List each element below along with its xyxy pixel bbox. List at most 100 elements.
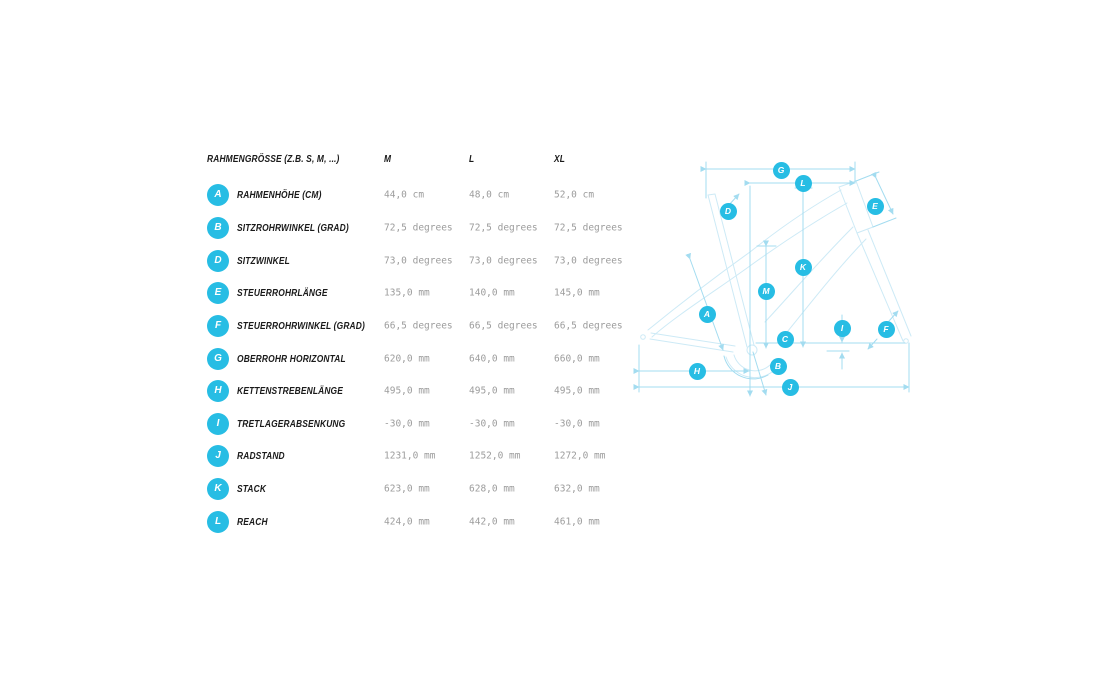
row-label: SITZWINKEL [237, 254, 290, 267]
row-letter: I [216, 417, 220, 429]
row-label: RADSTAND [237, 450, 285, 463]
row-label: STEUERROHRWINKEL (GRAD) [237, 319, 365, 332]
row-label: REACH [237, 515, 268, 528]
table-row: I TRETLAGERABSENKUNG -30,0 mm -30,0 mm -… [207, 407, 627, 440]
row-value-m: 73,0 degrees [384, 255, 453, 267]
table-row: E STEUERROHRLÄNGE 135,0 mm 140,0 mm 145,… [207, 277, 627, 310]
row-value-xl: 495,0 mm [554, 385, 600, 397]
diagram-letter-badge: B [769, 357, 787, 375]
row-value-m: 623,0 mm [384, 483, 430, 495]
diagram-letter-badge: D [719, 202, 737, 220]
diagram-letter: K [799, 261, 807, 272]
table-row: G OBERROHR HORIZONTAL 620,0 mm 640,0 mm … [207, 342, 627, 375]
table-row: J RADSTAND 1231,0 mm 1252,0 mm 1272,0 mm [207, 440, 627, 473]
table-row: B SITZROHRWINKEL (GRAD) 72,5 degrees 72,… [207, 212, 627, 245]
row-letter-badge: F [207, 314, 229, 337]
row-value-xl: 632,0 mm [554, 483, 600, 495]
row-value-m: 66,5 degrees [384, 320, 453, 332]
diagram-letter: J [787, 381, 793, 392]
row-letter: F [214, 319, 222, 331]
row-value-m: 135,0 mm [384, 287, 430, 299]
row-value-l: 495,0 mm [469, 385, 515, 397]
column-header-l: L [469, 153, 475, 165]
row-letter: E [214, 287, 222, 299]
row-value-m: 620,0 mm [384, 353, 430, 365]
diagram-letter-badge: F [877, 320, 895, 338]
row-value-l: 72,5 degrees [469, 222, 538, 234]
row-value-xl: 1272,0 mm [554, 450, 606, 462]
row-label: RAHMENHÖHE (CM) [237, 189, 322, 202]
row-value-m: 72,5 degrees [384, 222, 453, 234]
row-value-l: -30,0 mm [469, 418, 515, 430]
row-letter-badge: E [207, 282, 229, 305]
row-value-l: 628,0 mm [469, 483, 515, 495]
table-row: D SITZWINKEL 73,0 degrees 73,0 degrees 7… [207, 244, 627, 277]
diagram-letter: G [777, 164, 785, 175]
row-value-xl: 660,0 mm [554, 353, 600, 365]
diagram-markers: G L D E K M A C I F B H J [625, 148, 920, 400]
row-value-m: 44,0 cm [384, 189, 425, 201]
row-label: STEUERROHRLÄNGE [237, 287, 328, 300]
diagram-letter: B [774, 360, 782, 371]
row-value-m: 424,0 mm [384, 516, 430, 528]
row-value-xl: 72,5 degrees [554, 222, 623, 234]
table-header: RAHMENGRÖSSE (Z.B. S, M, ...) M L XL [207, 150, 627, 179]
row-letter-badge: J [207, 445, 229, 468]
row-value-l: 442,0 mm [469, 516, 515, 528]
row-letter-badge: I [207, 412, 229, 435]
row-letter: H [214, 385, 222, 397]
diagram-letter: C [781, 333, 789, 344]
row-letter-badge: G [207, 347, 229, 370]
row-letter-badge: A [207, 184, 229, 207]
row-value-xl: 73,0 degrees [554, 255, 623, 267]
row-value-xl: 52,0 cm [554, 189, 595, 201]
diagram-letter-badge: I [833, 319, 851, 337]
diagram-letter-badge: M [757, 282, 775, 300]
frame-geometry-diagram: G L D E K M A C I F B H J [625, 148, 920, 400]
table-row: F STEUERROHRWINKEL (GRAD) 66,5 degrees 6… [207, 310, 627, 343]
column-header-m: M [384, 153, 392, 165]
row-value-xl: -30,0 mm [554, 418, 600, 430]
column-header-xl: XL [554, 153, 566, 165]
row-letter: B [214, 221, 222, 233]
diagram-letter: F [883, 323, 889, 334]
row-letter: J [215, 450, 221, 462]
diagram-letter-badge: K [794, 258, 812, 276]
diagram-letter: I [840, 322, 844, 333]
row-value-l: 1252,0 mm [469, 450, 521, 462]
row-value-m: -30,0 mm [384, 418, 430, 430]
row-value-l: 66,5 degrees [469, 320, 538, 332]
diagram-letter: A [703, 308, 711, 319]
table-row: H KETTENSTREBENLÄNGE 495,0 mm 495,0 mm 4… [207, 375, 627, 408]
row-letter-badge: D [207, 249, 229, 272]
table-row: L REACH 424,0 mm 442,0 mm 461,0 mm [207, 505, 627, 538]
row-letter: G [214, 352, 222, 364]
row-label: KETTENSTREBENLÄNGE [237, 385, 344, 398]
diagram-letter-badge: E [866, 197, 884, 215]
diagram-letter-badge: J [781, 378, 799, 396]
frame-geometry-table: RAHMENGRÖSSE (Z.B. S, M, ...) M L XL A R… [207, 150, 627, 550]
row-letter-badge: H [207, 380, 229, 403]
row-letter: L [214, 515, 222, 527]
row-label: STACK [237, 483, 267, 496]
diagram-letter-badge: H [688, 362, 706, 380]
table-row: A RAHMENHÖHE (CM) 44,0 cm 48,0 cm 52,0 c… [207, 179, 627, 212]
row-letter: K [214, 483, 222, 495]
diagram-letter: M [762, 285, 770, 296]
row-value-l: 73,0 degrees [469, 255, 538, 267]
row-label: TRETLAGERABSENKUNG [237, 417, 346, 430]
diagram-letter: D [724, 205, 732, 216]
row-letter-badge: L [207, 510, 229, 533]
row-letter: A [214, 189, 222, 201]
row-value-xl: 145,0 mm [554, 287, 600, 299]
table-row: K STACK 623,0 mm 628,0 mm 632,0 mm [207, 473, 627, 506]
row-label: OBERROHR HORIZONTAL [237, 352, 346, 365]
row-value-l: 140,0 mm [469, 287, 515, 299]
diagram-letter: H [693, 365, 701, 376]
row-value-xl: 66,5 degrees [554, 320, 623, 332]
row-value-xl: 461,0 mm [554, 516, 600, 528]
diagram-letter: E [872, 200, 878, 211]
table-rows: A RAHMENHÖHE (CM) 44,0 cm 48,0 cm 52,0 c… [207, 179, 627, 538]
diagram-letter-badge: L [794, 174, 812, 192]
row-value-m: 1231,0 mm [384, 450, 436, 462]
